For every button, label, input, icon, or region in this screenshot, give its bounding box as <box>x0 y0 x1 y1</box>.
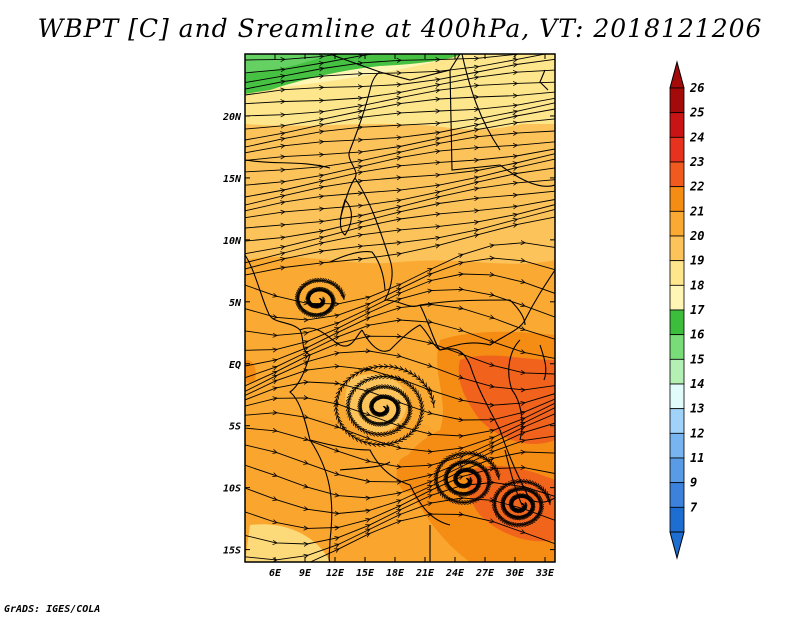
lat-tick-label: 15S <box>223 546 241 557</box>
map-frame <box>244 53 556 563</box>
streamline <box>494 481 550 525</box>
colorbar-swatch <box>669 112 685 138</box>
colorbar-label: 19 <box>690 254 704 268</box>
colorbar-label: 14 <box>690 377 704 391</box>
colorbar-swatch <box>669 334 685 360</box>
lat-tick-label: 5S <box>229 422 241 433</box>
lat-tick-label: 15N <box>223 174 242 185</box>
lat-tick-label: 10N <box>223 236 242 247</box>
colorbar-label: 17 <box>690 303 705 317</box>
country-borders <box>245 54 555 562</box>
lat-tick-label: 20N <box>222 112 242 123</box>
lon-tick-label: 21E <box>415 568 435 579</box>
colorbar-label: 25 <box>689 106 704 120</box>
colorbar-swatch <box>669 136 685 163</box>
lat-tick-label: 10S <box>223 484 241 495</box>
colorbar-swatch <box>669 186 685 212</box>
colorbar: 26 25 24 23 22 21 20 19 18 17 16 15 14 13 12 11 9 7 <box>669 60 705 560</box>
colorbar-label: 23 <box>689 155 704 169</box>
colorbar-swatch <box>669 284 685 311</box>
lon-tick-label: 24E <box>445 568 465 579</box>
lon-tick-label: 12E <box>326 568 345 579</box>
colorbar-swatch <box>669 358 685 385</box>
map-axes: 6E 9E 12E 15E 18E 21E 24E 27E 30E 33E 20N 15N 10N 5N E… <box>222 54 555 579</box>
colorbar-bottom-arrow <box>669 531 685 560</box>
colorbar-label: 21 <box>689 204 704 218</box>
lon-tick-label: 33E <box>535 568 555 579</box>
lat-tick-label: EQ <box>229 360 241 371</box>
streamline <box>436 453 499 502</box>
colorbar-swatch <box>669 432 685 459</box>
colorbar-top-arrow <box>669 60 685 89</box>
colorbar-swatch <box>669 210 685 237</box>
lon-tick-label: 27E <box>475 568 495 579</box>
colorbar-swatch <box>669 457 685 484</box>
streamlines <box>245 54 555 562</box>
colorbar-label: 24 <box>689 130 704 144</box>
colorbar-label: 20 <box>689 229 704 243</box>
colorbar-swatch <box>669 235 685 262</box>
colorbar-swatch <box>669 506 685 533</box>
map-title: WBPT [C] and Sreamline at 400hPa, VT: 20… <box>37 14 763 43</box>
lon-tick-label: 18E <box>386 568 405 579</box>
lon-tick-label: 6E <box>269 568 282 579</box>
colorbar-label: 13 <box>690 402 704 416</box>
lon-tick-label: 15E <box>356 568 375 579</box>
colorbar-swatch <box>669 408 685 434</box>
colorbar-swatch <box>669 482 685 508</box>
colorbar-label: 11 <box>690 451 704 465</box>
map-area[interactable] <box>245 33 555 575</box>
colorbar-swatch <box>669 161 685 188</box>
grads-credit: GrADS: IGES/COLA <box>4 604 101 615</box>
lat-tick-label: 5N <box>229 298 242 309</box>
lon-tick-label: 9E <box>299 568 312 579</box>
streamline <box>297 280 344 315</box>
colorbar-swatch <box>669 87 685 114</box>
colorbar-label: 15 <box>690 352 704 366</box>
colorbar-swatch <box>669 383 685 410</box>
colorbar-label: 12 <box>690 426 704 440</box>
colorbar-label: 16 <box>690 328 704 342</box>
colorbar-label: 18 <box>690 278 704 292</box>
colorbar-label: 9 <box>690 476 697 490</box>
colorbar-label: 22 <box>689 180 704 194</box>
lon-tick-label: 30E <box>505 568 525 579</box>
streamline <box>336 366 434 444</box>
colorbar-label: 26 <box>689 81 704 95</box>
colorbar-swatch <box>669 309 685 336</box>
colorbar-label: 7 <box>690 500 698 514</box>
colorbar-swatch <box>669 260 685 286</box>
